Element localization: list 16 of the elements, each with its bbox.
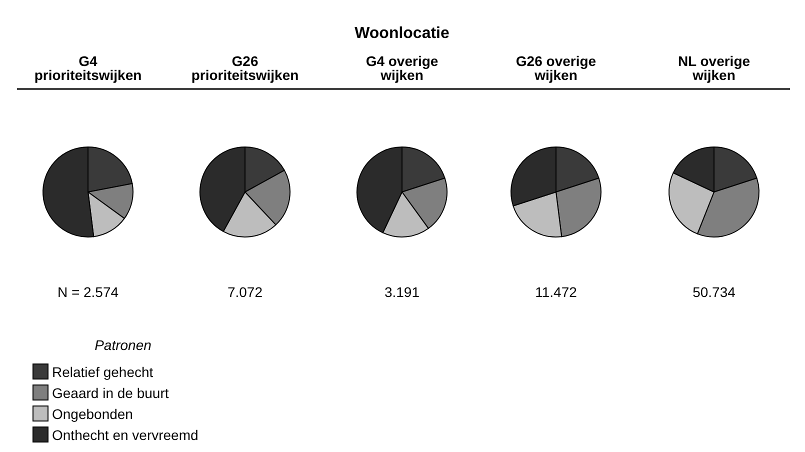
chart-title: G4 prioriteitswijken <box>34 53 142 83</box>
text: 11.472 <box>535 284 578 300</box>
chart-title: G26 overige wijken <box>516 53 596 83</box>
chart-title: G4 overige wijken <box>366 53 438 83</box>
chart-title: G26 prioriteitswijken <box>191 53 299 83</box>
text: 50.734 <box>692 284 736 300</box>
text: Woonlocatie <box>354 25 450 42</box>
text: 3.191 <box>384 284 420 300</box>
legend-label: Ongebonden <box>52 406 133 422</box>
legend-label: Relatief gehecht <box>52 364 154 380</box>
legend-title: Patronen <box>94 337 152 353</box>
text: 7.072 <box>227 284 263 300</box>
legend-label: Geaard in de buurt <box>52 385 169 401</box>
text: N = 2.574 <box>57 284 119 300</box>
legend-label: Onthecht en vervreemd <box>52 427 198 443</box>
chart-title: NL overige wijken <box>678 53 750 83</box>
